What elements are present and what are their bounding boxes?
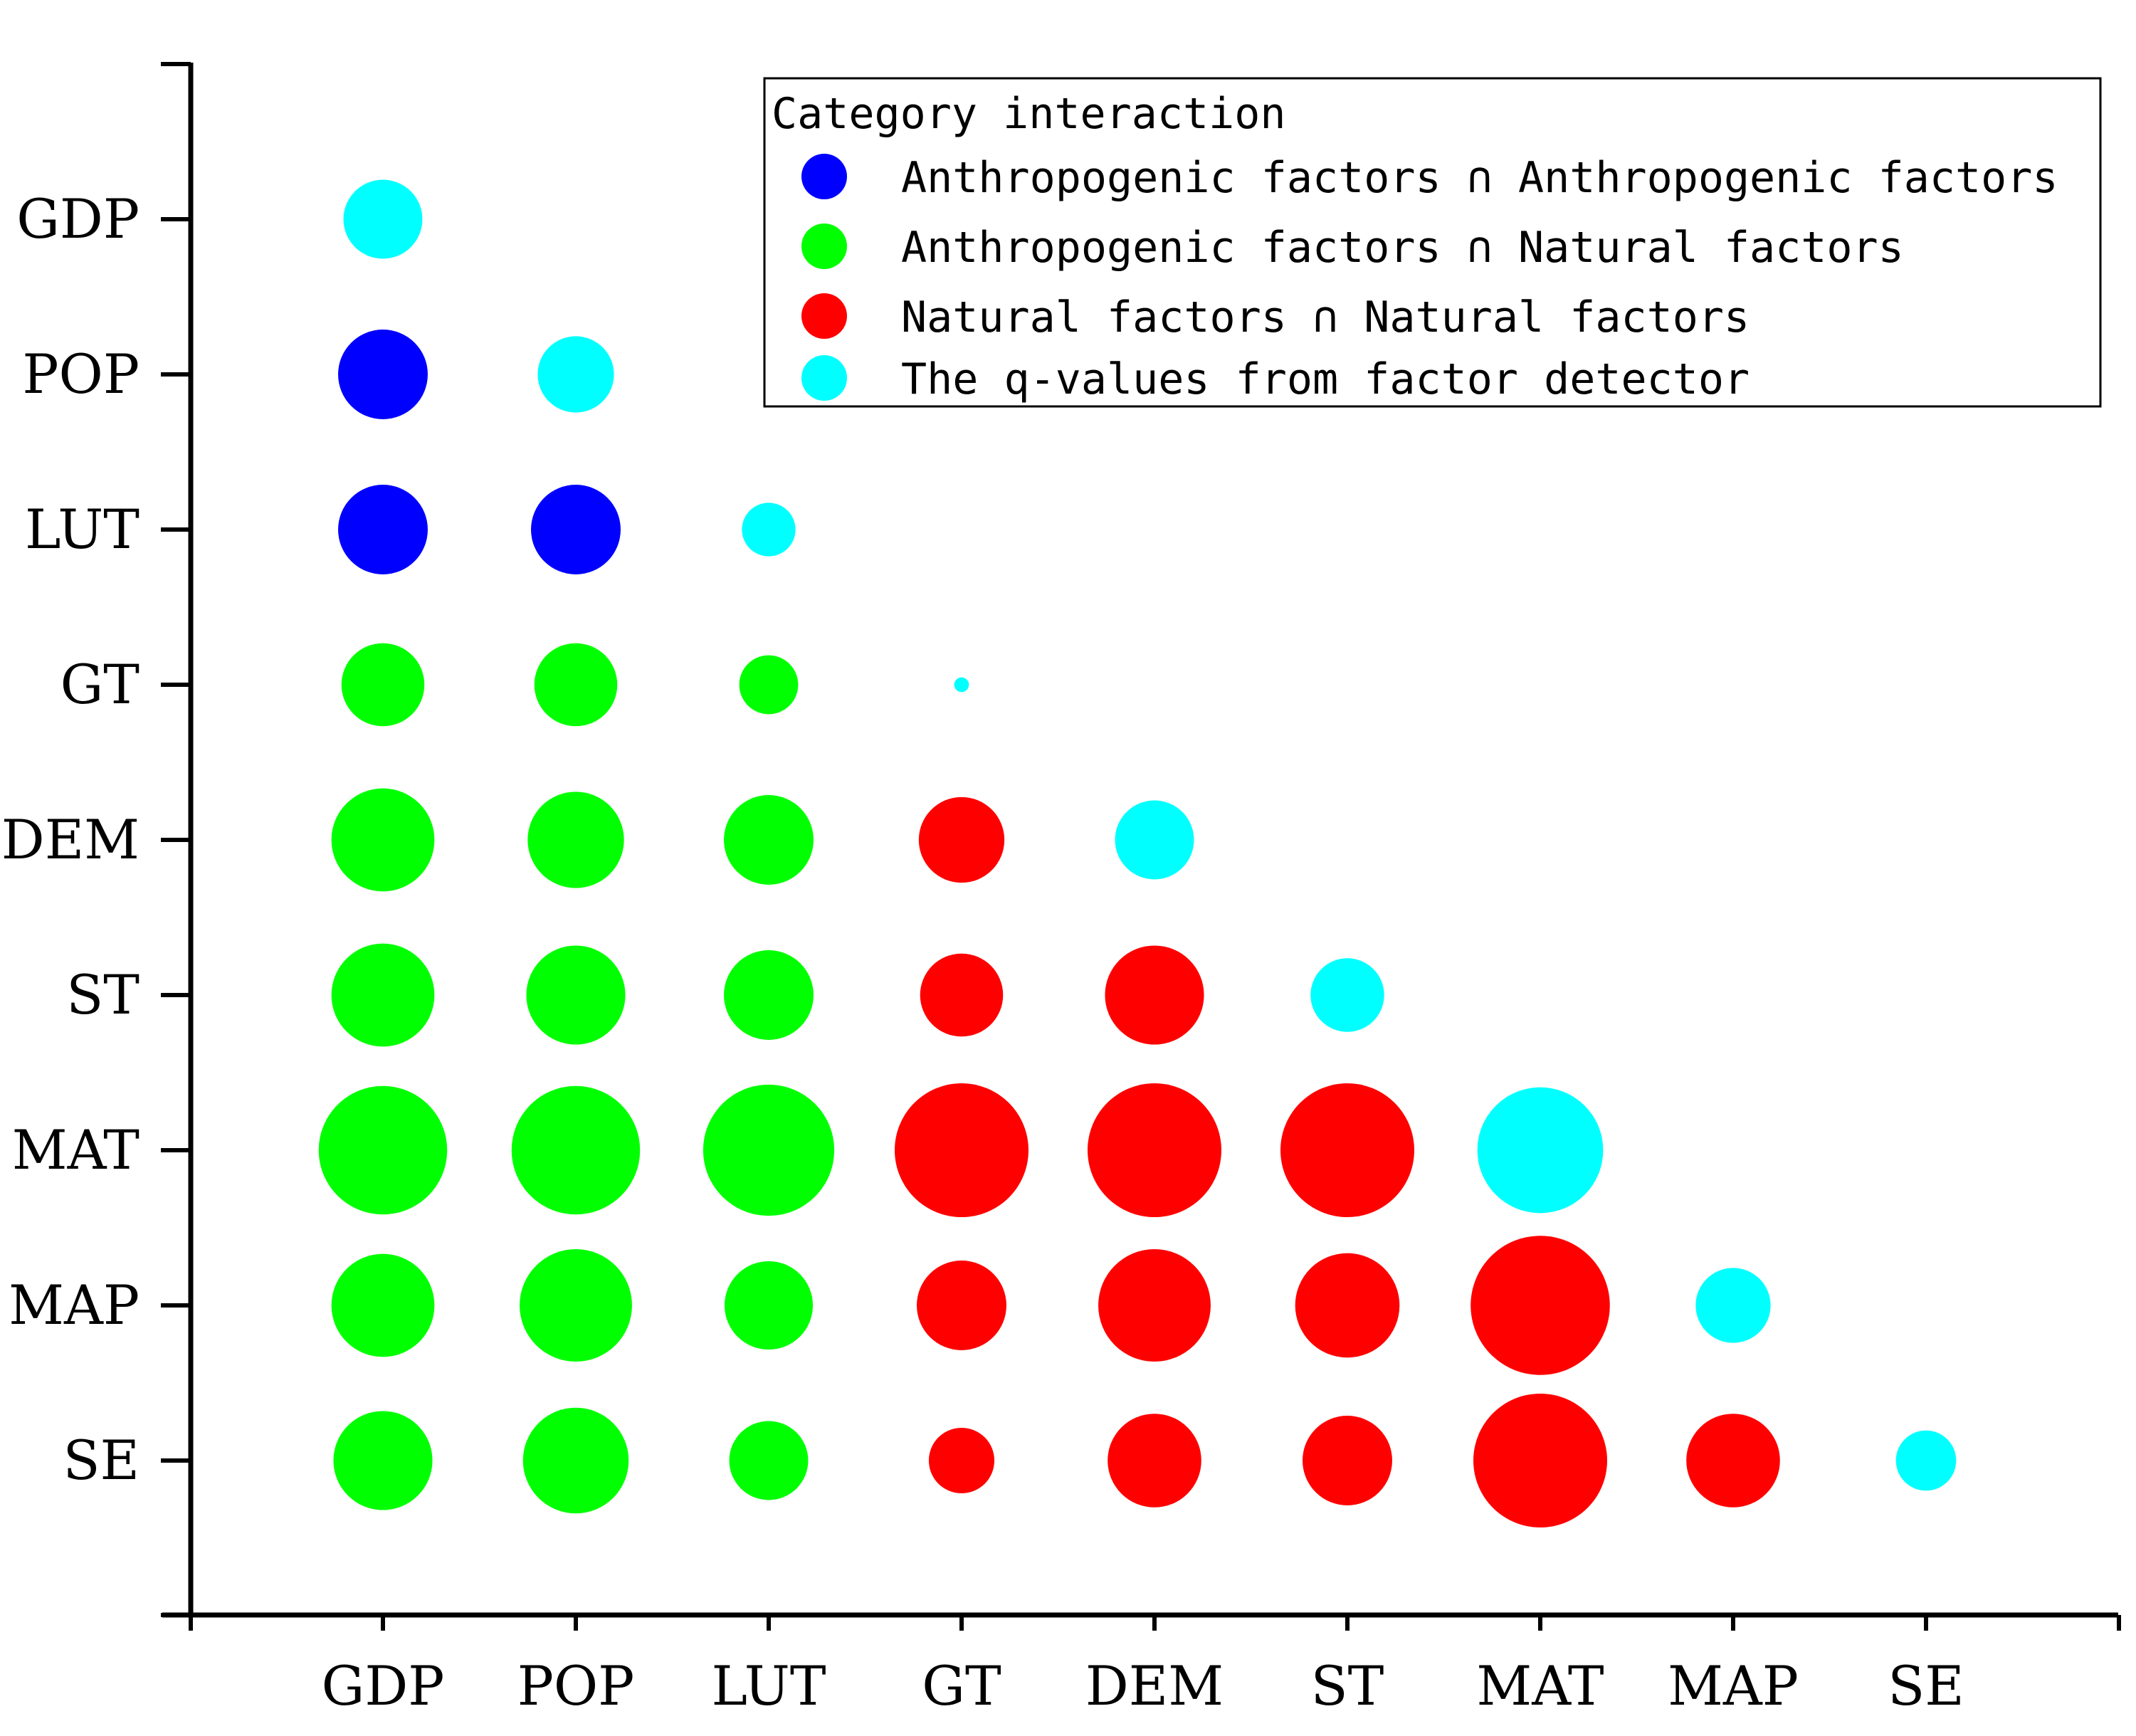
bubble-dem-st xyxy=(1105,945,1204,1045)
bubble-gdp-map xyxy=(331,1253,435,1357)
legend-marker-nn xyxy=(801,293,847,339)
bubble-pop-lut xyxy=(531,485,621,574)
y-tick-label: ST xyxy=(66,963,140,1026)
bubble-gdp-st xyxy=(331,943,435,1047)
bubble-gdp-pop xyxy=(338,330,428,419)
bubble-pop-dem xyxy=(527,791,624,888)
bubble-pop-gt xyxy=(534,643,618,727)
y-tick-label: SE xyxy=(63,1429,140,1492)
bubble-lut-mat xyxy=(703,1084,835,1216)
legend-title: Category interaction xyxy=(772,89,1285,139)
bubble-lut-gt xyxy=(739,655,799,715)
y-tick-label: POP xyxy=(22,342,140,406)
x-tick-label: MAT xyxy=(1476,1654,1604,1717)
bubble-gdp-lut xyxy=(338,485,428,574)
legend-marker-an xyxy=(801,223,847,269)
x-tick-label: ST xyxy=(1311,1654,1384,1717)
bubble-map-map xyxy=(1695,1268,1771,1343)
x-tick-labels: GDP POP LUT GT DEM ST MAT MAP SE xyxy=(322,1654,1964,1717)
bubble-gt-st xyxy=(920,953,1004,1037)
bubble-gt-se xyxy=(928,1427,995,1494)
bubble-gt-map xyxy=(917,1261,1006,1350)
x-tick-label: POP xyxy=(517,1654,635,1717)
bubble-pop-st xyxy=(526,945,626,1045)
x-tick-label: SE xyxy=(1888,1654,1964,1717)
legend: Category interaction Anthropogenic facto… xyxy=(763,77,2102,408)
bubble-gdp-se xyxy=(333,1411,433,1510)
bubbles xyxy=(318,179,1957,1527)
bubble-st-st xyxy=(1310,958,1384,1032)
legend-label-aa: Anthropogenic factors ∩ Anthropogenic fa… xyxy=(901,153,2058,203)
bubble-gdp-dem xyxy=(331,788,435,892)
y-tick-label: MAP xyxy=(9,1273,140,1337)
x-tick-label: MAP xyxy=(1668,1654,1799,1717)
bubble-pop-pop xyxy=(537,336,614,413)
bubble-dem-mat xyxy=(1088,1083,1221,1217)
bubble-lut-lut xyxy=(742,503,796,557)
bubble-mat-se xyxy=(1473,1394,1607,1527)
y-tick-label: MAT xyxy=(12,1118,140,1182)
bubble-st-map xyxy=(1295,1253,1400,1358)
bubble-st-se xyxy=(1303,1416,1392,1505)
y-tick-labels: GDP POP LUT GT DEM ST MAT MAP SE xyxy=(1,187,140,1492)
bubble-gdp-gt xyxy=(341,643,425,727)
y-tick-label: LUT xyxy=(25,498,140,561)
bubble-lut-se xyxy=(729,1421,809,1500)
legend-entries: Anthropogenic factors ∩ Anthropogenic fa… xyxy=(801,153,2058,404)
x-ticks xyxy=(189,1615,2121,1631)
x-tick-label: DEM xyxy=(1085,1654,1224,1717)
legend-marker-aa xyxy=(801,154,847,199)
bubble-gt-dem xyxy=(918,796,1005,883)
bubble-dem-se xyxy=(1108,1414,1201,1508)
bubble-pop-mat xyxy=(511,1085,641,1215)
bubble-gdp-mat xyxy=(318,1085,448,1215)
legend-box xyxy=(763,77,2102,408)
y-tick-label: GDP xyxy=(16,187,140,251)
bubble-gdp-gdp xyxy=(343,179,423,259)
bubble-pop-map xyxy=(520,1249,632,1362)
bubble-map-se xyxy=(1686,1414,1780,1508)
bubble-gt-mat xyxy=(895,1083,1028,1217)
bubble-dem-map xyxy=(1098,1249,1211,1362)
bubble-se-se xyxy=(1895,1430,1957,1491)
bubble-gt-gt xyxy=(954,677,969,693)
bubble-pop-se xyxy=(522,1407,629,1514)
x-tick-label: GDP xyxy=(322,1654,445,1717)
x-tick-label: GT xyxy=(922,1654,1001,1717)
legend-marker-q xyxy=(801,355,847,401)
bubble-mat-map xyxy=(1471,1236,1610,1375)
bubble-st-mat xyxy=(1280,1083,1414,1217)
y-ticks xyxy=(161,62,191,1617)
legend-label-nn: Natural factors ∩ Natural factors xyxy=(901,293,1750,342)
y-tick-label: GT xyxy=(60,653,140,716)
bubble-lut-st xyxy=(724,950,814,1040)
y-tick-label: DEM xyxy=(1,808,140,871)
bubble-mat-mat xyxy=(1477,1087,1604,1214)
legend-label-q: The q-values from factor detector xyxy=(901,354,1750,404)
x-tick-label: LUT xyxy=(711,1654,826,1717)
bubble-lut-dem xyxy=(724,795,814,885)
bubble-dem-dem xyxy=(1115,800,1194,880)
legend-label-an: Anthropogenic factors ∩ Natural factors xyxy=(901,223,1904,273)
bubble-lut-map xyxy=(724,1261,814,1350)
